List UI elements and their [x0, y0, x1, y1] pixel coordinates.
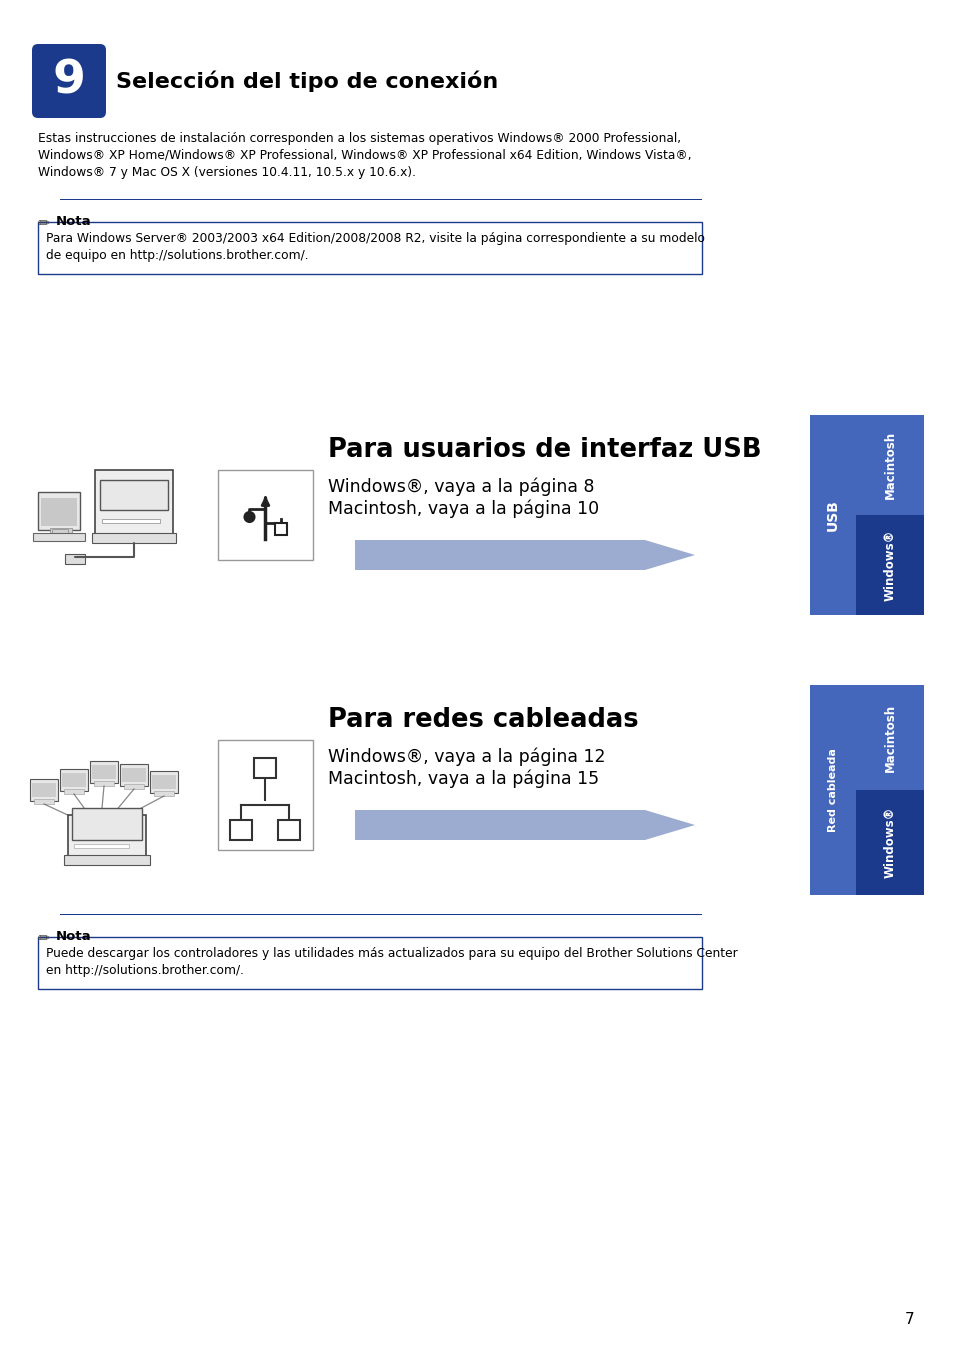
Bar: [855, 415, 923, 515]
Bar: [153, 790, 173, 796]
Text: Puede descargar los controladores y las utilidades más actualizados para su equi: Puede descargar los controladores y las …: [46, 947, 737, 961]
Bar: [64, 855, 150, 865]
Bar: [90, 761, 118, 784]
Bar: [809, 415, 855, 615]
Text: Red cableada: Red cableada: [827, 748, 837, 832]
Text: ✏: ✏: [38, 216, 51, 231]
Bar: [152, 775, 175, 789]
Bar: [122, 767, 146, 782]
Text: Macintosh, vaya a la página 15: Macintosh, vaya a la página 15: [328, 769, 598, 788]
Bar: [102, 519, 160, 523]
Text: Macintosh, vaya a la página 10: Macintosh, vaya a la página 10: [328, 499, 598, 517]
Bar: [60, 199, 701, 200]
Text: Para redes cableadas: Para redes cableadas: [328, 707, 638, 734]
Bar: [275, 523, 287, 535]
Bar: [91, 534, 175, 543]
Bar: [41, 499, 77, 526]
Text: Windows®, vaya a la página 12: Windows®, vaya a la página 12: [328, 747, 605, 766]
Text: Para usuarios de interfaz USB: Para usuarios de interfaz USB: [328, 436, 760, 463]
Text: de equipo en http://solutions.brother.com/.: de equipo en http://solutions.brother.co…: [46, 249, 309, 262]
Circle shape: [244, 512, 254, 521]
Bar: [68, 815, 146, 861]
Bar: [218, 470, 313, 561]
Text: Macintosh: Macintosh: [882, 704, 896, 771]
Bar: [855, 515, 923, 615]
Text: Nota: Nota: [56, 215, 91, 228]
FancyBboxPatch shape: [32, 45, 106, 118]
Bar: [120, 765, 148, 786]
Text: 7: 7: [904, 1313, 914, 1328]
Bar: [855, 790, 923, 894]
Bar: [278, 820, 300, 840]
Text: Macintosh: Macintosh: [882, 431, 896, 499]
Bar: [52, 530, 68, 535]
Text: Estas instrucciones de instalación corresponden a los sistemas operativos Window: Estas instrucciones de instalación corre…: [38, 132, 680, 145]
Bar: [64, 789, 84, 794]
Bar: [91, 765, 116, 780]
Text: ✏: ✏: [38, 931, 51, 946]
Text: Windows® XP Home/Windows® XP Professional, Windows® XP Professional x64 Edition,: Windows® XP Home/Windows® XP Professiona…: [38, 149, 691, 162]
Bar: [124, 784, 144, 789]
Text: Windows®: Windows®: [882, 807, 896, 878]
Text: Windows®: Windows®: [882, 530, 896, 601]
Bar: [60, 769, 88, 790]
Bar: [65, 554, 85, 563]
Text: Nota: Nota: [56, 929, 91, 943]
Bar: [38, 492, 80, 530]
Bar: [150, 771, 178, 793]
Text: Selección del tipo de conexión: Selección del tipo de conexión: [116, 70, 497, 92]
Bar: [50, 528, 71, 534]
Bar: [231, 820, 253, 840]
Bar: [74, 844, 129, 848]
Bar: [34, 798, 54, 804]
Bar: [100, 480, 168, 509]
Bar: [38, 222, 701, 274]
Text: Para Windows Server® 2003/2003 x64 Edition/2008/2008 R2, visite la página corres: Para Windows Server® 2003/2003 x64 Editi…: [46, 232, 704, 245]
Polygon shape: [355, 811, 695, 840]
Bar: [33, 534, 85, 540]
Bar: [218, 740, 313, 850]
Bar: [855, 685, 923, 790]
Bar: [62, 773, 86, 788]
Bar: [30, 780, 58, 801]
Text: Windows® 7 y Mac OS X (versiones 10.4.11, 10.5.x y 10.6.x).: Windows® 7 y Mac OS X (versiones 10.4.11…: [38, 166, 416, 178]
Bar: [95, 470, 172, 535]
Bar: [60, 913, 701, 915]
Bar: [94, 781, 113, 786]
Bar: [38, 938, 701, 989]
Bar: [32, 784, 56, 797]
Bar: [71, 808, 142, 840]
Bar: [809, 685, 855, 894]
Bar: [254, 758, 276, 778]
Text: Windows®, vaya a la página 8: Windows®, vaya a la página 8: [328, 477, 594, 496]
Text: USB: USB: [825, 499, 840, 531]
Text: en http://solutions.brother.com/.: en http://solutions.brother.com/.: [46, 965, 244, 977]
Polygon shape: [355, 540, 695, 570]
Text: 9: 9: [52, 58, 86, 104]
